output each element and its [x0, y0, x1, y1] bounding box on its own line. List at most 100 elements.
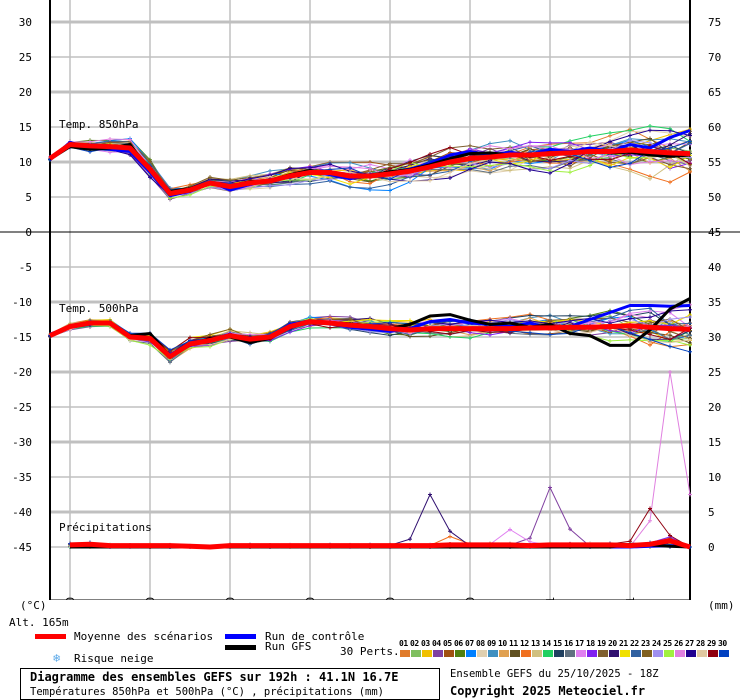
perturbation-29-line-point: [608, 157, 612, 162]
perturbation-13-line-point: [508, 168, 512, 173]
altitude-label: Alt. 165m: [9, 616, 69, 629]
member-number: 05: [443, 639, 452, 648]
member-color-swatch: [653, 650, 663, 657]
left-tick-label: 25: [19, 51, 32, 64]
perturbation-09-line-point: [348, 160, 352, 165]
member-color-swatch: [664, 650, 674, 657]
perturbation-15-line-point: [528, 313, 532, 318]
precip-perturbation-29-line-point: [628, 539, 632, 544]
left-tick-label: -25: [12, 401, 32, 414]
title-box: Diagramme des ensembles GEFS sur 192h : …: [20, 668, 440, 700]
perturbation-25-line-point: [588, 163, 592, 168]
perturbation-26-line-point: [528, 143, 532, 148]
perturbation-30-line-point: [668, 146, 672, 151]
member-color-swatch: [455, 650, 465, 657]
member-color-swatch: [466, 650, 476, 657]
member-color-swatch: [708, 650, 718, 657]
perturbation-14-line-point: [608, 130, 612, 135]
precip-perturbation-29-line: [69, 508, 691, 548]
member-color-swatch: [609, 650, 619, 657]
left-tick-label: 20: [19, 86, 32, 99]
member-number: 15: [553, 639, 562, 648]
precip-perturbation-26-line: [69, 371, 691, 548]
precip-perturbation-26-line-point: [668, 370, 672, 374]
left-tick-label: -30: [12, 436, 32, 449]
perturbation-29-line-point: [548, 158, 552, 163]
member-number: 18: [586, 639, 595, 648]
member-number: 09: [487, 639, 496, 648]
precip-perturbation-29-line-point: [668, 533, 672, 538]
perturbation-26-line-point: [88, 139, 92, 144]
perturbation-30-line-point: [628, 161, 632, 166]
perturbation-28-line-point: [688, 338, 692, 343]
perturbation-28-line-point: [428, 178, 432, 183]
left-tick-label: 15: [19, 121, 32, 134]
perturbation-29-line-point: [388, 166, 392, 171]
perturbation-23-line-point: [108, 140, 112, 145]
perturbation-18-line-point: [548, 140, 552, 145]
right-tick-label: 50: [708, 191, 721, 204]
perturbation-27-line-point: [148, 175, 152, 180]
perturbation-27-line-point: [688, 133, 692, 138]
perturbation-26-line-point: [108, 136, 112, 141]
member-number: 02: [410, 639, 419, 648]
perturbation-14-line-point: [468, 336, 472, 341]
copyright: Copyright 2025 Meteociel.fr: [450, 684, 646, 698]
perturbation-30-line-point: [548, 332, 552, 337]
right-tick-label: 40: [708, 261, 721, 274]
perturbation-30-line-point: [648, 337, 652, 342]
member-number: 28: [696, 639, 705, 648]
perturbation-15-line-point: [548, 314, 552, 319]
perturbation-29-line-point: [648, 332, 652, 337]
member-number: 11: [509, 639, 518, 648]
perturbation-24-line-point: [688, 314, 692, 319]
perturbation-11-line-point: [648, 136, 652, 141]
member-number: 10: [498, 639, 507, 648]
perturbation-27-line-point: [468, 167, 472, 172]
member-number: 08: [476, 639, 485, 648]
member-color-swatch: [697, 650, 707, 657]
member-color-swatch: [499, 650, 509, 657]
perturbations-label: 30 Perts.: [340, 645, 400, 658]
perturbation-30-line-point: [168, 347, 172, 352]
left-tick-label: 30: [19, 16, 32, 29]
perturbation-22-line-point: [688, 321, 692, 326]
perturbation-14-line-point: [628, 128, 632, 133]
control-legend-label: Run de contrôle: [265, 630, 365, 643]
perturbation-23-line-point: [348, 317, 352, 322]
perturbation-27-line-point: [668, 128, 672, 133]
snow-risk-label: Risque neige: [74, 652, 154, 665]
perturbation-27-line-point: [328, 162, 332, 167]
right-tick-label: 10: [708, 471, 721, 484]
member-color-swatch: [686, 650, 696, 657]
gfs-legend-swatch: [225, 645, 256, 650]
perturbation-28-line-point: [348, 170, 352, 175]
member-color-swatch: [510, 650, 520, 657]
perturbation-28-line-point: [448, 170, 452, 175]
perturbation-17-line-point: [368, 162, 372, 167]
member-number: 20: [608, 639, 617, 648]
member-color-swatch: [631, 650, 641, 657]
member-number: 14: [542, 639, 551, 648]
left-tick-label: 0: [25, 226, 32, 239]
precip-perturbation-04-line-point: [528, 536, 532, 541]
right-tick-label: 30: [708, 331, 721, 344]
member-color-swatch: [422, 650, 432, 657]
ensemble-mean-line: [48, 319, 691, 360]
perturbation-30-line-point: [528, 330, 532, 335]
member-color-swatch: [444, 650, 454, 657]
perturbation-30-line-point: [688, 139, 692, 144]
left-tick-label: -5: [19, 261, 32, 274]
member-color-swatch: [433, 650, 443, 657]
precip-perturbation-29-line-point: [648, 506, 652, 511]
perturbation-19-line-point: [488, 147, 492, 152]
perturbation-28-line-point: [308, 177, 312, 182]
member-color-swatch: [400, 650, 410, 657]
member-number: 24: [652, 639, 661, 648]
member-color-swatch: [587, 650, 597, 657]
member-number: 16: [564, 639, 573, 648]
right-tick-label: 60: [708, 121, 721, 134]
perturbation-28-line-point: [408, 179, 412, 184]
x-tick-label: 28/10: [224, 597, 237, 600]
left-tick-label: 5: [25, 191, 32, 204]
